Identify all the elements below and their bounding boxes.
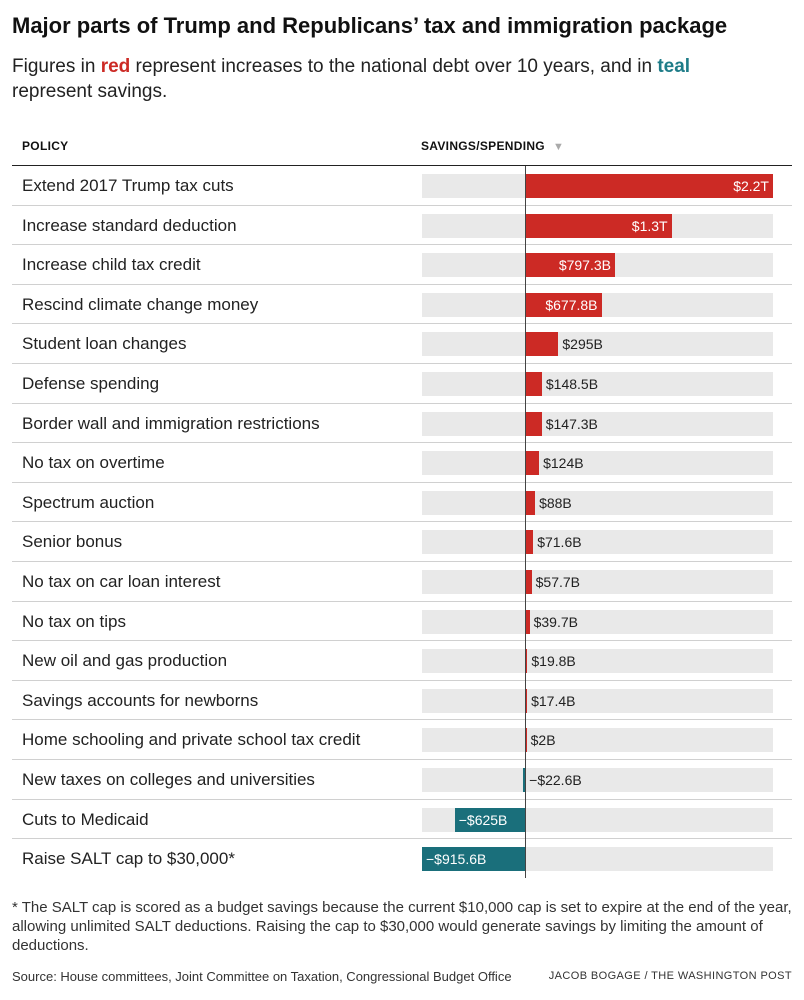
policy-label: Cuts to Medicaid bbox=[22, 809, 149, 829]
bar-track bbox=[422, 371, 773, 396]
bar bbox=[525, 332, 559, 357]
bar bbox=[525, 411, 542, 436]
table-row: Savings accounts for newborns $17.4B bbox=[12, 681, 792, 721]
table-row: Extend 2017 Trump tax cuts $2.2T bbox=[12, 166, 792, 206]
bar bbox=[525, 253, 615, 278]
bar bbox=[525, 451, 540, 476]
table-row: Cuts to Medicaid −$625B bbox=[12, 800, 792, 840]
policy-label: Border wall and immigration restrictions bbox=[22, 413, 320, 433]
subtitle-red-word: red bbox=[100, 56, 131, 77]
bar bbox=[525, 569, 532, 594]
table-row: Border wall and immigration restrictions… bbox=[12, 404, 792, 444]
bar-track bbox=[422, 490, 773, 515]
table-row: Rescind climate change money $677.8B bbox=[12, 285, 792, 325]
footnote: * The SALT cap is scored as a budget sav… bbox=[12, 899, 792, 954]
bar-value-label: −$915.6B bbox=[426, 851, 487, 868]
chart-subtitle: Figures in red represent increases to th… bbox=[12, 54, 772, 104]
bar-track bbox=[422, 649, 773, 674]
policy-label: Home schooling and private school tax cr… bbox=[22, 730, 361, 750]
bar-track bbox=[422, 688, 773, 713]
bar bbox=[522, 767, 526, 792]
bar-value-label: $148.5B bbox=[545, 375, 599, 392]
bar-value-label: −$22.6B bbox=[529, 771, 582, 788]
subtitle-text-2: represent increases to the national debt… bbox=[130, 56, 658, 77]
bar-track bbox=[422, 569, 773, 594]
policy-label: Extend 2017 Trump tax cuts bbox=[22, 176, 234, 195]
bar-value-label: $2B bbox=[530, 732, 556, 749]
header-rule bbox=[12, 165, 792, 166]
policy-label: No tax on overtime bbox=[22, 453, 165, 473]
policy-label: Senior bonus bbox=[22, 532, 123, 552]
policy-label: No tax on car loan interest bbox=[22, 571, 221, 591]
bar-value-label: $19.8B bbox=[531, 653, 576, 670]
bar bbox=[454, 807, 526, 832]
bar bbox=[525, 530, 534, 555]
table-row: Spectrum auction $88B bbox=[12, 483, 792, 523]
source-note: Source: House committees, Joint Committe… bbox=[12, 969, 512, 984]
table-row: Defense spending $148.5B bbox=[12, 364, 792, 404]
subtitle-text-1: Figures in bbox=[12, 56, 101, 77]
bar-value-label: $677.8B bbox=[545, 296, 598, 313]
bar-value-label: $57.7B bbox=[535, 573, 581, 590]
bar-track bbox=[422, 530, 773, 555]
bar-value-label: $147.3B bbox=[545, 415, 598, 432]
bar-value-label: $2.2T bbox=[733, 178, 769, 194]
bar-chart-rows: Extend 2017 Trump tax cuts $2.2T Increase … bbox=[12, 166, 792, 879]
bar-value-label: $1.3T bbox=[631, 217, 668, 234]
bar bbox=[525, 649, 528, 674]
table-row: No tax on car loan interest $57.7B bbox=[12, 562, 792, 602]
table-row: Increase standard deduction $1.3T bbox=[12, 206, 792, 246]
policy-label: Savings accounts for newborns bbox=[22, 690, 259, 710]
bar bbox=[525, 490, 536, 515]
policy-label: Defense spending bbox=[22, 373, 160, 393]
bar bbox=[422, 847, 526, 872]
table-row: New oil and gas production $19.8B bbox=[12, 641, 792, 681]
column-header-policy[interactable]: POLICY bbox=[22, 139, 69, 153]
bar-track bbox=[422, 332, 773, 357]
policy-label: No tax on tips bbox=[22, 611, 126, 631]
policy-label: Rescind climate change money bbox=[22, 294, 259, 314]
sort-down-triangle-icon[interactable]: ▼ bbox=[552, 141, 565, 153]
table-row: Increase child tax credit $797.3B bbox=[12, 245, 792, 285]
bar-track bbox=[422, 451, 773, 476]
bar-track bbox=[422, 728, 773, 753]
bar-value-label: $797.3B bbox=[558, 257, 611, 274]
bar bbox=[525, 292, 602, 317]
policy-label: Increase standard deduction bbox=[22, 215, 237, 235]
chart-title: Major parts of Trump and Republicans’ ta… bbox=[12, 13, 728, 38]
credit-line: JACOB BOGAGE / THE WASHINGTON POST bbox=[548, 970, 792, 982]
bar-track bbox=[422, 609, 773, 634]
bar-value-label: $124B bbox=[543, 455, 584, 472]
subtitle-teal-word: teal bbox=[657, 56, 691, 77]
table-row: No tax on overtime $124B bbox=[12, 443, 792, 483]
policy-label: Student loan changes bbox=[22, 334, 187, 354]
bar bbox=[525, 174, 773, 198]
policy-label: Raise SALT cap to $30,000* bbox=[22, 849, 235, 869]
bar-value-label: −$625B bbox=[458, 811, 508, 828]
zero-axis-line bbox=[525, 166, 527, 878]
table-row: New taxes on colleges and universities −$… bbox=[12, 760, 792, 800]
table-row: No tax on tips $39.7B bbox=[12, 602, 792, 642]
bar-value-label: $39.7B bbox=[533, 613, 578, 630]
bar-value-label: $17.4B bbox=[531, 692, 576, 709]
policy-label: Spectrum auction bbox=[22, 492, 155, 512]
bar-value-label: $88B bbox=[539, 494, 572, 511]
bar-track bbox=[422, 411, 773, 436]
table-row: Home schooling and private school tax cr… bbox=[12, 720, 792, 760]
policy-label: New oil and gas production bbox=[22, 651, 228, 671]
table-row: Senior bonus $71.6B bbox=[12, 522, 792, 562]
bar bbox=[525, 609, 530, 634]
table-row: Student loan changes $295B bbox=[12, 324, 792, 364]
bar-value-label: $71.6B bbox=[537, 534, 582, 551]
subtitle-text-3: represent savings. bbox=[12, 81, 168, 102]
policy-label: New taxes on colleges and universities bbox=[22, 769, 315, 789]
column-header-savings-spending-label: SAVINGS/SPENDING bbox=[421, 139, 545, 153]
bar-track bbox=[422, 767, 773, 792]
bar bbox=[525, 213, 672, 238]
table-row: Raise SALT cap to $30,000* −$915.6B bbox=[12, 839, 792, 879]
policy-label: Increase child tax credit bbox=[22, 255, 201, 275]
column-header-savings-spending[interactable]: SAVINGS/SPENDING ▼ bbox=[421, 139, 564, 154]
bar-value-label: $295B bbox=[562, 336, 603, 353]
bar bbox=[525, 371, 542, 396]
